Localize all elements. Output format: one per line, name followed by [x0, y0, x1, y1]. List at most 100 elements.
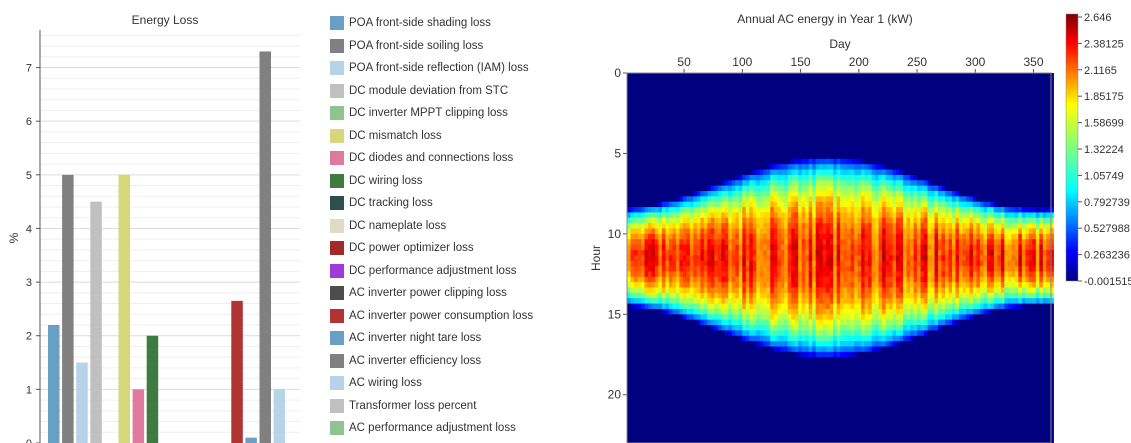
- heatmap-cell: [644, 121, 649, 128]
- heatmap-cell: [633, 410, 639, 417]
- heatmap-cell: [868, 244, 873, 251]
- heatmap-cell: [742, 94, 747, 101]
- heatmap-cell: [847, 378, 852, 385]
- heatmap-cell: [738, 292, 743, 299]
- heatmap-cell: [637, 99, 642, 106]
- heatmap-cell: [773, 78, 778, 85]
- heatmap-cell: [644, 249, 649, 256]
- heatmap-cell: [633, 110, 639, 117]
- heatmap-cell: [857, 292, 862, 299]
- heatmap-cell: [780, 196, 785, 203]
- heatmap-cell: [665, 308, 670, 315]
- heatmap-cell: [700, 89, 705, 96]
- heatmap-cell: [672, 207, 677, 214]
- heatmap-cell: [766, 244, 771, 251]
- heatmap-cell: [693, 260, 698, 267]
- heatmap-cell: [861, 319, 866, 326]
- heatmap-cell: [675, 335, 681, 342]
- heatmap-cell: [689, 207, 694, 214]
- heatmap-cell: [647, 255, 653, 262]
- heatmap-cell: [787, 271, 792, 278]
- heatmap-cell: [651, 276, 656, 283]
- heatmap-cell: [668, 142, 674, 149]
- heatmap-cell: [745, 94, 750, 101]
- heatmap-cell: [787, 105, 792, 112]
- heatmap-cell: [847, 292, 852, 299]
- heatmap-cell: [784, 99, 789, 106]
- heatmap-cell: [633, 137, 639, 144]
- heatmap-cell: [777, 255, 782, 262]
- heatmap-cell: [864, 196, 869, 203]
- heatmap-cell: [798, 260, 803, 267]
- heatmap-cell: [777, 319, 782, 326]
- heatmap-cell: [703, 228, 708, 235]
- heatmap-cell: [738, 400, 743, 407]
- heatmap-cell: [686, 185, 691, 192]
- heatmap-cell: [745, 121, 750, 128]
- heatmap-cell: [637, 73, 642, 79]
- heatmap-cell: [661, 255, 667, 262]
- legend-label: DC module deviation from STC: [349, 84, 509, 97]
- heatmap-cell: [784, 233, 789, 240]
- heatmap-cell: [770, 416, 775, 423]
- legend-item-poa-front-side-reflection-iam-loss: POA front-side reflection (IAM) loss: [330, 57, 570, 80]
- heatmap-cell: [630, 255, 635, 262]
- heatmap-cell: [819, 266, 824, 273]
- heatmap-cell: [857, 276, 862, 283]
- heatmap-cell: [749, 362, 754, 369]
- heatmap-cell: [850, 164, 855, 171]
- heatmap-cell: [836, 325, 841, 331]
- heatmap-cell: [752, 282, 757, 289]
- heatmap-cell: [784, 228, 789, 235]
- heatmap-cell: [784, 394, 789, 401]
- heatmap-cell: [826, 73, 831, 79]
- heatmap-cell: [707, 432, 712, 439]
- heatmap-cell: [637, 201, 642, 208]
- heatmap-cell: [637, 421, 642, 428]
- heatmap-cell: [640, 405, 646, 412]
- heatmap-cell: [630, 164, 635, 171]
- heatmap-cell: [759, 110, 764, 117]
- heatmap-cell: [794, 437, 799, 443]
- heatmap-cell: [682, 153, 687, 160]
- heatmap-cell: [766, 207, 771, 214]
- heatmap-cell: [829, 83, 834, 90]
- heatmap-cell: [773, 378, 778, 385]
- heatmap-cell: [651, 416, 656, 423]
- heatmap-cell: [745, 255, 750, 262]
- heatmap-cell: [731, 314, 736, 321]
- heatmap-cell: [864, 148, 869, 155]
- heatmap-cell: [710, 426, 715, 433]
- heatmap-cell: [647, 287, 653, 294]
- heatmap-cell: [682, 121, 687, 128]
- heatmap-cell: [682, 351, 687, 358]
- heatmap-cell: [731, 319, 736, 326]
- heatmap-cell: [770, 437, 775, 443]
- heatmap-cell: [675, 341, 681, 348]
- heatmap-cell: [840, 148, 845, 155]
- heatmap-cell: [703, 421, 708, 428]
- heatmap-cell: [724, 115, 729, 122]
- heatmap-cell: [815, 126, 820, 133]
- heatmap-cell: [763, 271, 768, 278]
- heatmap-cell: [787, 287, 792, 294]
- heatmap-cell: [833, 432, 838, 439]
- heatmap-cell: [661, 303, 667, 310]
- heatmap-cell: [822, 314, 827, 321]
- heatmap-cell: [724, 341, 729, 348]
- heatmap-cell: [794, 99, 799, 106]
- heatmap-cell: [868, 239, 873, 246]
- heatmap-cell: [689, 99, 694, 106]
- heatmap-cell: [777, 164, 782, 171]
- heatmap-cell: [654, 153, 660, 160]
- heatmap-cell: [640, 99, 646, 106]
- heatmap-cell: [780, 78, 785, 85]
- heatmap-cell: [735, 217, 740, 224]
- heatmap-cell: [770, 292, 775, 299]
- heatmap-cell: [637, 303, 642, 310]
- heatmap-cell: [868, 148, 873, 155]
- heatmap-cell: [819, 287, 824, 294]
- heatmap-cell: [707, 266, 712, 273]
- heatmap-cell: [861, 137, 866, 144]
- heatmap-cell: [773, 255, 778, 262]
